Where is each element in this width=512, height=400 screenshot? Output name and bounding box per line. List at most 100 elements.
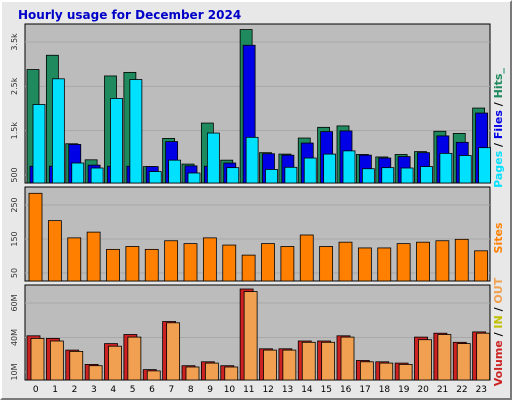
sites-bar xyxy=(164,240,179,282)
sites-bar xyxy=(319,246,334,282)
sites-bar xyxy=(125,246,140,282)
x-tick-label: 20 xyxy=(417,385,429,395)
out-bar xyxy=(340,336,355,381)
out-bar xyxy=(456,343,471,381)
out-bar xyxy=(185,366,200,381)
out-bar xyxy=(379,362,394,381)
sites-bar xyxy=(47,220,62,282)
legend-files: Files xyxy=(492,110,505,140)
out-bar xyxy=(398,363,413,381)
out-bar xyxy=(30,337,45,381)
out-bar xyxy=(321,341,336,381)
legend-panel-3: Volume / IN / OUT xyxy=(492,277,505,386)
pages-bar xyxy=(284,166,298,184)
sites-bar xyxy=(416,241,430,282)
sites-bar xyxy=(435,240,450,282)
x-tick-label: 1 xyxy=(52,385,58,395)
y-tick-label: 60M xyxy=(10,294,19,311)
pages-bar xyxy=(168,159,182,184)
page-title: Hourly usage for December 2024 xyxy=(18,8,242,22)
y-tick-label: 1.5k xyxy=(10,122,19,140)
x-tick-label: 23 xyxy=(476,385,487,395)
out-bar xyxy=(437,334,452,381)
legend-in: IN xyxy=(492,315,505,328)
out-bar xyxy=(146,370,161,381)
pages-bar xyxy=(458,155,472,184)
sites-bar xyxy=(183,243,198,282)
sites-bar xyxy=(106,248,120,282)
pages-bar xyxy=(226,167,240,184)
sites-bar xyxy=(144,248,159,282)
pages-bar xyxy=(381,167,395,184)
x-tick-label: 19 xyxy=(398,385,410,395)
y-tick-label: 50 xyxy=(10,268,19,278)
panel-2-background xyxy=(24,186,491,282)
pages-bar xyxy=(342,150,356,184)
y-tick-label: 250 xyxy=(10,197,19,212)
out-bar xyxy=(49,340,64,381)
pages-bar xyxy=(206,132,220,184)
x-tick-label: 18 xyxy=(379,385,391,395)
y-tick-label: 500 xyxy=(10,167,19,182)
legend-out: OUT xyxy=(492,277,505,303)
x-tick-label: 14 xyxy=(301,385,313,395)
pages-bar xyxy=(439,152,453,184)
legend-pages: Pages xyxy=(492,150,505,188)
legend-hits: Hits xyxy=(492,73,505,98)
pages-bar xyxy=(478,147,492,184)
legend-panel-2: Sites xyxy=(492,222,505,253)
pages-bar xyxy=(110,98,123,184)
out-bar xyxy=(418,339,432,381)
x-tick-label: 8 xyxy=(188,385,194,395)
out-bar xyxy=(263,349,277,381)
pages-bar xyxy=(32,104,46,184)
sites-bar xyxy=(222,244,237,282)
out-bar xyxy=(127,336,142,381)
x-tick-label: 6 xyxy=(149,385,155,395)
out-bar xyxy=(108,345,122,381)
y-tick-label: 3.5k xyxy=(10,33,19,51)
out-bar xyxy=(224,366,239,381)
x-tick-label: 12 xyxy=(262,385,273,395)
y-tick-label: 40M xyxy=(10,329,19,346)
out-bar xyxy=(88,365,103,381)
x-tick-label: 9 xyxy=(207,385,213,395)
x-tick-label: 11 xyxy=(243,385,254,395)
x-tick-label: 5 xyxy=(130,385,136,395)
x-tick-label: 3 xyxy=(91,385,97,395)
out-bar xyxy=(282,349,297,381)
x-tick-label: 22 xyxy=(456,385,467,395)
x-tick-label: 21 xyxy=(437,385,448,395)
sites-bar xyxy=(67,237,82,282)
x-tick-label: 10 xyxy=(224,385,236,395)
x-tick-label: 17 xyxy=(359,385,370,395)
pages-bar xyxy=(245,136,259,184)
sites-bar xyxy=(86,231,101,282)
sites-bar xyxy=(357,247,372,282)
pages-bar xyxy=(51,78,65,184)
pages-bar xyxy=(400,167,414,184)
sites-bar xyxy=(396,243,411,282)
pages-bar xyxy=(323,153,337,184)
legend-sites: Sites xyxy=(492,222,505,253)
sites-bar xyxy=(202,237,217,282)
sites-bar xyxy=(280,246,295,282)
sites-bar xyxy=(377,247,392,282)
pages-bar xyxy=(71,162,85,184)
pages-bar xyxy=(361,168,375,184)
legend-panel-1: Pages / Files / Hits_ xyxy=(492,68,505,188)
pages-bar xyxy=(129,79,143,184)
x-tick-label: 16 xyxy=(340,385,352,395)
sites-bar xyxy=(454,238,469,282)
out-bar xyxy=(166,322,181,381)
pages-bar xyxy=(90,167,104,184)
legend-volume: Volume xyxy=(492,340,505,386)
x-tick-label: 7 xyxy=(168,385,174,395)
pages-bar xyxy=(187,172,201,184)
out-bar xyxy=(476,332,491,381)
pages-bar xyxy=(420,166,433,184)
out-bar xyxy=(301,341,316,381)
out-bar xyxy=(359,361,374,381)
